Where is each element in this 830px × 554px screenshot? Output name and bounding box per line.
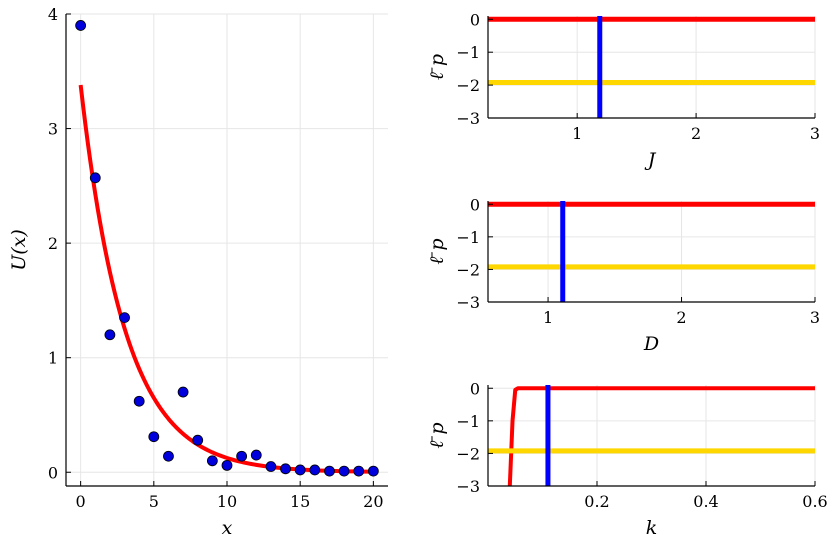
y-tick-label: 3: [48, 120, 58, 139]
y-axis-label: ℓ̄ p: [426, 238, 448, 264]
data-point: [236, 450, 248, 462]
y-axis-label: U(x): [8, 229, 30, 271]
series-line: [507, 386, 815, 486]
data-point: [367, 465, 379, 477]
data-point: [250, 449, 262, 461]
x-tick-label: 3: [810, 308, 820, 327]
y-tick-label: −2: [456, 444, 480, 463]
y-axis-label: ℓ̄ p: [426, 422, 448, 448]
data-point: [353, 465, 365, 477]
x-tick-label: 20: [363, 492, 383, 511]
data-point: [119, 312, 130, 323]
x-axis-label: J: [644, 149, 657, 171]
y-tick-label: 1: [48, 349, 58, 368]
y-tick-label: 0: [470, 195, 480, 214]
data-point: [265, 461, 277, 472]
y-tick-label: 0: [48, 463, 58, 482]
data-point: [324, 465, 335, 477]
x-axis-label: x: [222, 517, 233, 539]
y-tick-label: 4: [48, 5, 58, 24]
data-point: [206, 455, 218, 467]
data-point: [309, 464, 321, 476]
data-point: [294, 464, 306, 476]
data-point: [280, 463, 291, 475]
plot-u-of-x: 0 5 10 15 20 0 1 2 3 4 x U(x): [8, 5, 388, 539]
plot-profile-d: 1 2 3 0 −1 −2 −3 Dℓ̄ p: [426, 195, 820, 355]
y-tick-label: 0: [470, 379, 480, 398]
data-point: [338, 465, 350, 477]
y-tick-label: −1: [456, 43, 480, 62]
data-point: [89, 172, 101, 184]
x-tick-label: 15: [290, 492, 310, 511]
x-axis-label: k: [646, 517, 658, 539]
x-tick-label: 2: [676, 308, 686, 327]
data-point: [148, 431, 160, 443]
x-tick-label: 1: [572, 124, 582, 143]
y-tick-label: −3: [456, 293, 480, 312]
x-tick-label: 0.2: [584, 492, 609, 511]
data-point: [133, 395, 145, 407]
y-tick-label: −2: [456, 260, 480, 279]
y-tick-label: 2: [48, 234, 58, 253]
y-tick-label: −1: [456, 412, 480, 431]
x-tick-label: 0: [76, 492, 86, 511]
x-tick-label: 5: [149, 492, 159, 511]
x-tick-label: 0.4: [693, 492, 718, 511]
data-point: [221, 459, 233, 471]
x-tick-label: 2: [691, 124, 701, 143]
y-tick-label: −3: [456, 109, 480, 128]
plot-profile-j: 1 2 3 0 −1 −2 −3 Jℓ̄ p: [426, 10, 820, 171]
x-tick-label: 10: [217, 492, 237, 511]
data-point: [75, 20, 87, 31]
x-axis-label: D: [643, 333, 659, 355]
y-tick-label: −1: [456, 228, 480, 247]
x-tick-label: 3: [810, 124, 820, 143]
y-tick-label: −3: [456, 477, 480, 496]
y-tick-label: −2: [456, 76, 480, 95]
data-point: [177, 386, 189, 398]
data-point: [104, 329, 116, 341]
y-axis-label: ℓ̄ p: [426, 54, 448, 80]
x-tick-label: 0.6: [802, 492, 827, 511]
plot-profile-k: 0.2 0.4 0.6 0 −1 −2 −3 k ℓ̄ p: [426, 379, 828, 539]
data-point: [163, 450, 174, 462]
y-tick-label: 0: [470, 10, 480, 29]
data-point: [192, 434, 204, 446]
x-tick-label: 1: [543, 308, 553, 327]
